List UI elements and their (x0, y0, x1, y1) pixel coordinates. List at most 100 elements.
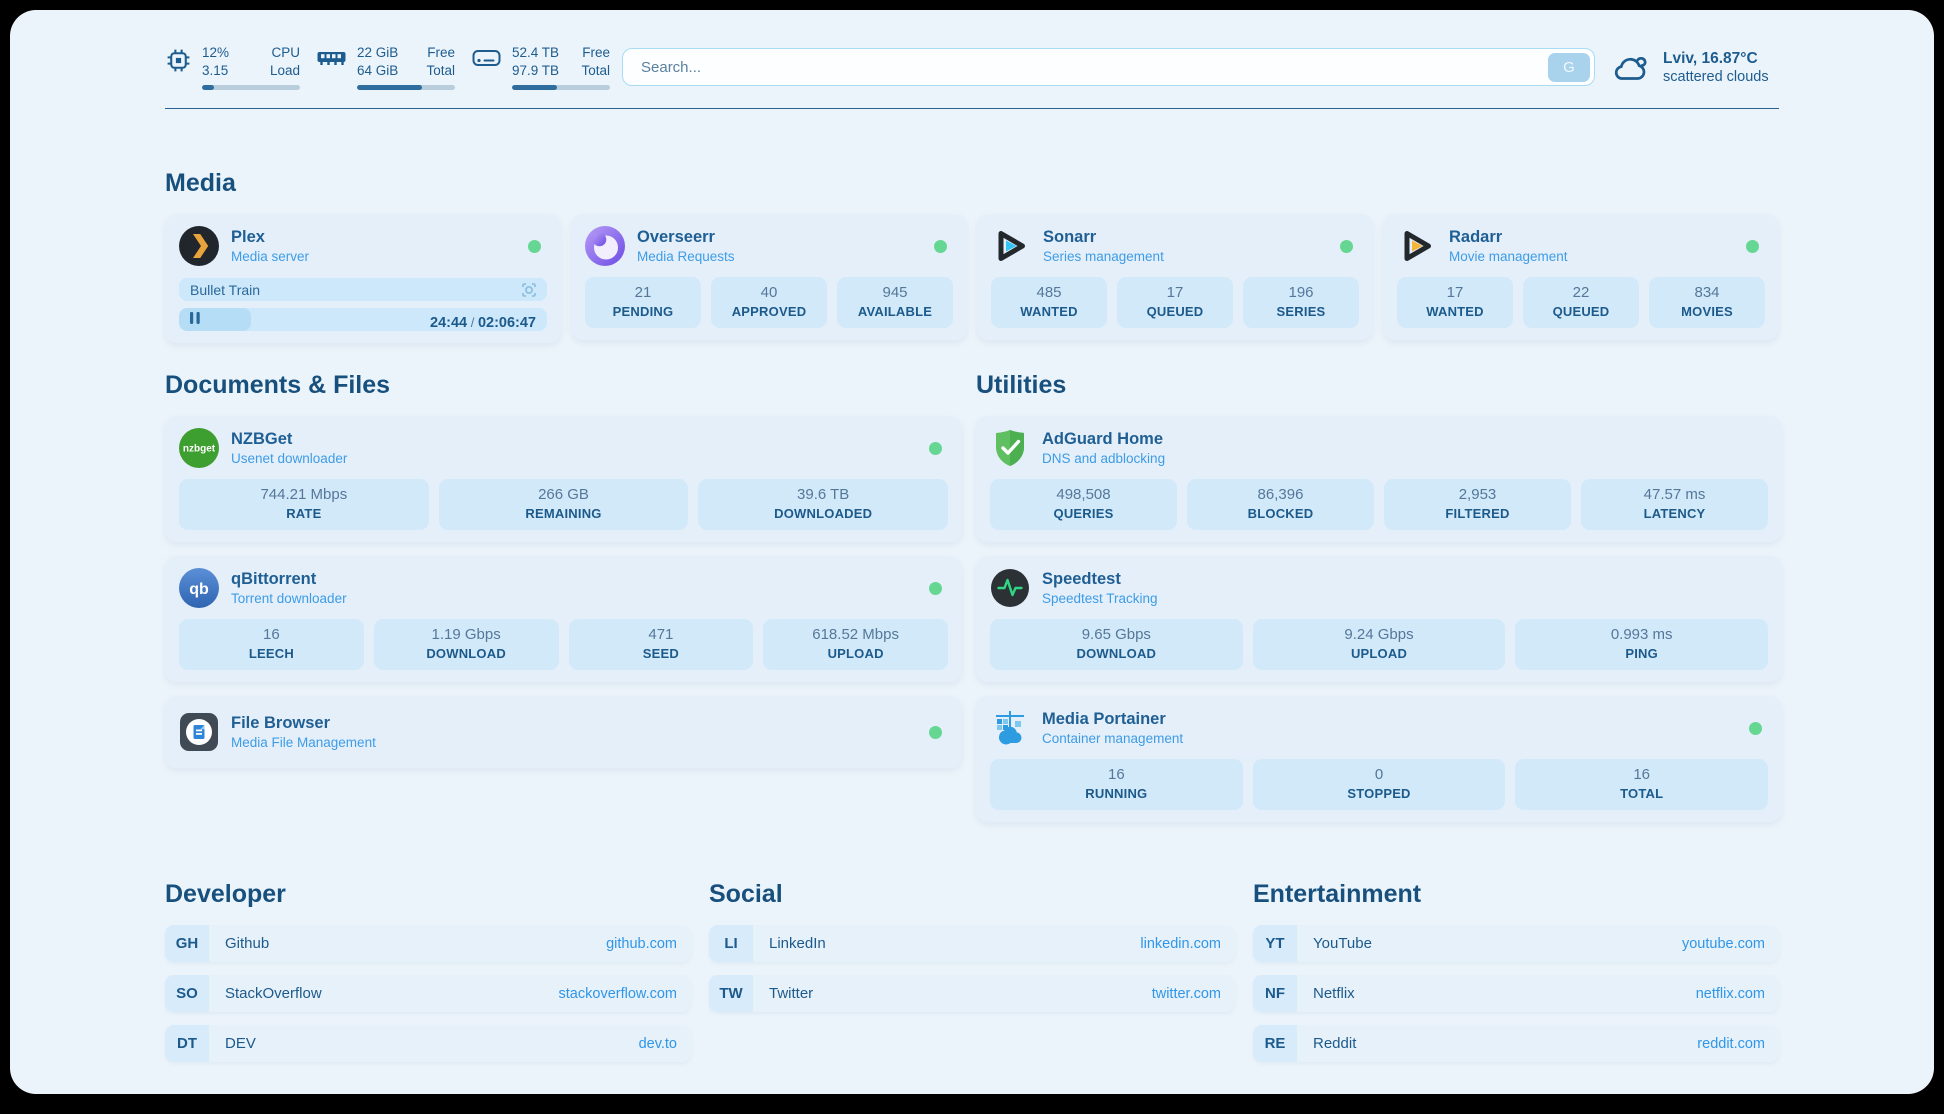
media-app-grid: Plex Media server Bullet Train 24:44 / 02:0… (165, 214, 1779, 343)
stat-label: LEECH (248, 646, 294, 661)
link-name: LinkedIn (769, 935, 826, 952)
svg-text:nzbget: nzbget (183, 444, 216, 455)
app-stats-row: 498,508 QUERIES 86,396 BLOCKED 2,953 FILTERED… (990, 479, 1768, 530)
link-reddit[interactable]: RE Reddit reddit.com (1253, 1025, 1779, 1062)
stat-value: 485 (1036, 284, 1062, 301)
link-name: StackOverflow (225, 985, 322, 1002)
system-widget-value: 52.4 TB (512, 45, 560, 61)
cloud-icon (1609, 52, 1651, 84)
link-url[interactable]: youtube.com (1681, 935, 1765, 952)
app-name: Speedtest (1042, 569, 1121, 588)
stat-value: 39.6 TB (797, 486, 850, 503)
stat-value: 471 (648, 626, 674, 643)
stat-label: STOPPED (1347, 786, 1411, 801)
now-playing-bar: Bullet Train (179, 278, 547, 301)
app-name: NZBGet (231, 429, 293, 448)
stat-label: AVAILABLE (857, 304, 933, 319)
stat-label: WANTED (1426, 304, 1484, 319)
sonarr-card[interactable]: Sonarr Series management 485 WANTED 17 QUEUED… (977, 214, 1373, 340)
section-title-media: Media (165, 169, 236, 197)
stat-upload: 9.24 Gbps UPLOAD (1252, 619, 1506, 670)
stat-value: 498,508 (1056, 486, 1111, 503)
stat-queued: 22 QUEUED (1523, 277, 1639, 328)
plex-card[interactable]: Plex Media server Bullet Train 24:44 / 02:0… (165, 214, 561, 343)
weather-location-temp: Lviv, 16.87°C (1663, 49, 1758, 67)
usage-progress-bar (357, 84, 455, 90)
playback-progress-fill (179, 308, 251, 331)
radarr-card[interactable]: Radarr Movie management 17 WANTED 22 QUEUED 83… (1383, 214, 1779, 340)
link-url[interactable]: github.com (606, 935, 677, 952)
google-search-button[interactable]: G (1548, 52, 1590, 82)
link-url[interactable]: stackoverflow.com (558, 985, 677, 1002)
stat-wanted: 17 WANTED (1397, 277, 1513, 328)
speedtest-card[interactable]: Speedtest Speedtest Tracking 9.65 Gbps DOWN… (976, 556, 1782, 682)
dashboard-page: 12% 3.15 CPU Load 22 GiB 64 GiB Free Total 52.4 … (10, 10, 1934, 1094)
app-name: Overseerr (637, 227, 715, 246)
stat-label: FILTERED (1445, 506, 1510, 521)
online-status-dot (929, 725, 942, 739)
stat-value: 47.57 ms (1643, 486, 1706, 503)
stat-upload: 618.52 Mbps UPLOAD (763, 619, 948, 670)
section-title-utilities: Utilities (976, 371, 1067, 399)
cpu-icon (165, 47, 192, 74)
stat-label: DOWNLOADED (774, 506, 873, 521)
app-name: Plex (231, 227, 265, 246)
link-linkedin[interactable]: LI LinkedIn linkedin.com (709, 925, 1235, 962)
stat-label: PENDING (612, 304, 674, 319)
stat-value: 196 (1288, 284, 1314, 301)
link-url[interactable]: linkedin.com (1140, 935, 1221, 952)
system-widget-label: Free (582, 45, 610, 61)
stat-label: APPROVED (731, 304, 807, 319)
stat-value: 9.65 Gbps (1081, 626, 1151, 643)
link-twitter[interactable]: TW Twitter twitter.com (709, 975, 1235, 1012)
stat-value: 16 (1633, 766, 1651, 783)
stat-label: QUEUED (1552, 304, 1610, 319)
link-url[interactable]: twitter.com (1151, 985, 1221, 1002)
app-stats-row: 744.21 Mbps RATE 266 GB REMAINING 39.6 TB DOW… (179, 479, 949, 530)
app-name: Radarr (1449, 227, 1503, 246)
link-abbr-badge: NF (1253, 975, 1297, 1012)
link-url[interactable]: reddit.com (1697, 1035, 1765, 1052)
link-dev[interactable]: DT DEV dev.to (165, 1025, 691, 1062)
link-name: Twitter (769, 985, 814, 1002)
app-subtitle: Media Requests (637, 249, 735, 265)
sonarr-icon (991, 226, 1031, 266)
section-title-entertainment: Entertainment (1253, 880, 1422, 908)
link-netflix[interactable]: NF Netflix netflix.com (1253, 975, 1779, 1012)
app-name: Media Portainer (1042, 709, 1166, 728)
plex-icon (179, 226, 219, 266)
adguard-home-card[interactable]: AdGuard Home DNS and adblocking 498,508 QUE… (976, 416, 1782, 542)
link-name: Reddit (1313, 1035, 1357, 1052)
link-github[interactable]: GH Github github.com (165, 925, 691, 962)
system-widget-values: 22 GiB 64 GiB (357, 44, 398, 80)
link-youtube[interactable]: YT YouTube youtube.com (1253, 925, 1779, 962)
online-status-dot (929, 581, 942, 595)
viewfinder-icon[interactable] (520, 281, 538, 299)
app-subtitle: Speedtest Tracking (1042, 591, 1158, 607)
link-abbr-badge: SO (165, 975, 209, 1012)
media-portainer-card[interactable]: Media Portainer Container management 16 RUN… (976, 696, 1782, 822)
qbittorrent-card[interactable]: qb qBittorrent Torrent downloader 16 LEECH 1.… (165, 556, 962, 682)
app-subtitle: Usenet downloader (231, 451, 348, 467)
stat-label: UPLOAD (827, 646, 884, 661)
stat-blocked: 86,396 BLOCKED (1187, 479, 1374, 530)
link-url[interactable]: dev.to (638, 1035, 677, 1052)
overseerr-card[interactable]: Overseerr Media Requests 21 PENDING 40 APPROV… (571, 214, 967, 340)
file-browser-card[interactable]: File Browser Media File Management (165, 696, 962, 768)
link-url[interactable]: netflix.com (1695, 985, 1765, 1002)
system-widget-value: 3.15 (202, 63, 229, 78)
stat-value: 16 (263, 626, 280, 643)
now-playing-title: Bullet Train (190, 281, 261, 298)
stat-label: REMAINING (525, 506, 602, 521)
svg-text:qb: qb (189, 581, 209, 598)
link-name: Netflix (1313, 985, 1355, 1002)
link-stackoverflow[interactable]: SO StackOverflow stackoverflow.com (165, 975, 691, 1012)
header-divider (165, 108, 1779, 109)
stat-ping: 0.993 ms PING (1515, 619, 1769, 670)
disk-widget: 52.4 TB 97.9 TB Free Total (471, 44, 610, 90)
link-name: YouTube (1313, 935, 1372, 952)
filebrowser-icon (179, 712, 219, 752)
nzbget-card[interactable]: nzbget NZBGet Usenet downloader 744.21 Mbps… (165, 416, 962, 542)
app-stats-row: 9.65 Gbps DOWNLOAD 9.24 Gbps UPLOAD 0.993 ms… (990, 619, 1769, 670)
search-input[interactable] (639, 57, 1548, 77)
